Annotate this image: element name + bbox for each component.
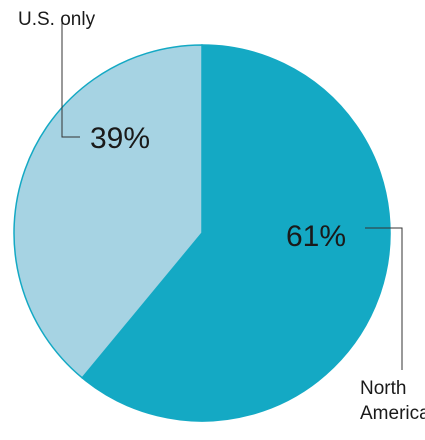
pie-slice: [81, 44, 391, 422]
slice-label: North America: [360, 378, 425, 424]
slice-label: U.S. only: [18, 9, 96, 30]
slices: [13, 44, 391, 422]
value-label: 39%: [90, 122, 150, 155]
pie-slice: [13, 44, 203, 379]
leader-line: [365, 227, 403, 370]
value-label: 61%: [286, 220, 346, 253]
leader-line: [61, 22, 80, 138]
